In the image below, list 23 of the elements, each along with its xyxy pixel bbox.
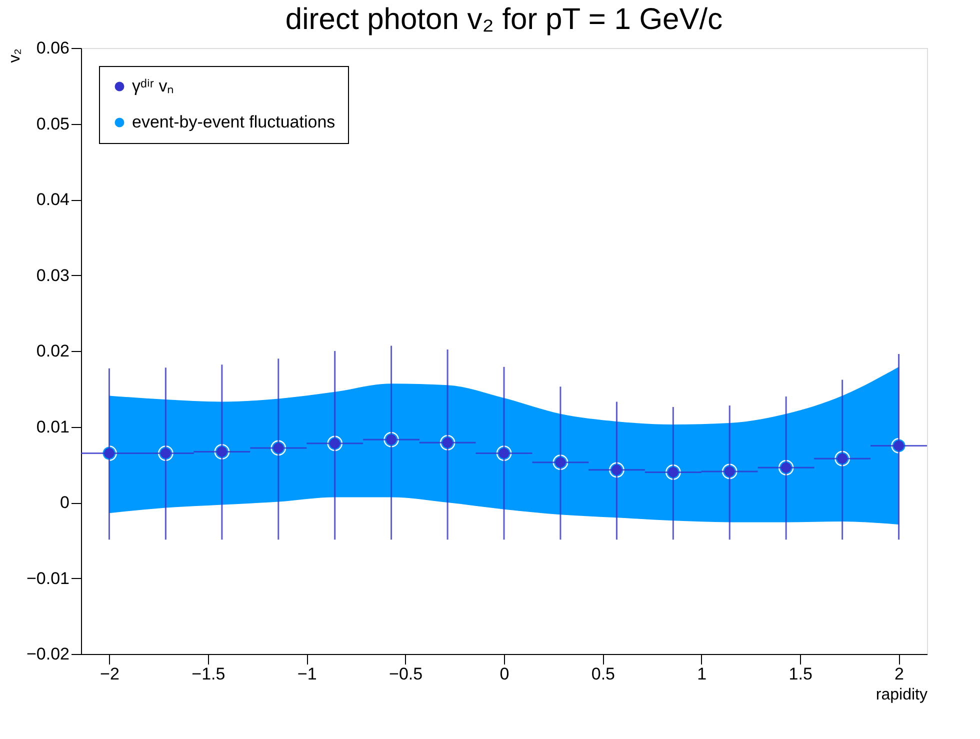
x-tick-label: −1.5 (192, 664, 226, 684)
y-tick-label: 0.06 (36, 38, 70, 58)
y-tick-label: −0.02 (26, 644, 70, 664)
x-tick-label: −0.5 (389, 664, 423, 684)
y-tick-label: 0.05 (36, 114, 70, 134)
x-tick-label: 2 (894, 664, 904, 684)
y-tick-label: −0.01 (26, 568, 70, 588)
y-tick-label: 0 (60, 493, 70, 512)
y-tick-label: 0.01 (36, 417, 70, 436)
x-tick-label: −2 (100, 664, 120, 684)
x-tick-label: 1.5 (788, 664, 812, 684)
x-tick-label: 1 (697, 664, 707, 684)
y-tick-label: 0.02 (36, 342, 70, 360)
y-tick-label: 0.03 (36, 266, 70, 285)
y-tick-label: 0.04 (36, 190, 70, 209)
x-tick-label: 0.5 (591, 664, 616, 684)
legend-label: γᵈⁱʳ vₙ (132, 76, 174, 96)
legend-label: event-by-event fluctuations (132, 112, 336, 132)
chart-title: direct photon v₂ for pT = 1 GeV/c (285, 3, 723, 36)
y-axis-title: v₂ (6, 48, 24, 63)
x-tick-label: 0 (500, 664, 510, 684)
x-axis-title: rapidity (876, 686, 928, 704)
x-tick-label: −1 (297, 664, 317, 684)
